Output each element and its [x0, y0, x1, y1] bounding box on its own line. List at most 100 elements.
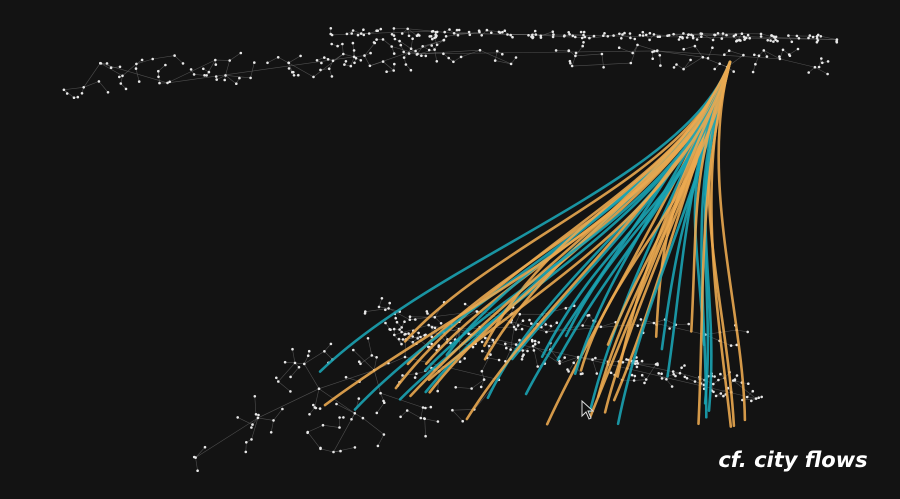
network-node [678, 371, 682, 375]
network-node [612, 34, 615, 37]
network-edge [634, 379, 647, 381]
network-node [759, 35, 763, 38]
network-node [680, 366, 683, 370]
network-node [711, 46, 714, 49]
network-node [124, 87, 128, 91]
network-node [357, 397, 361, 400]
network-edge [307, 431, 321, 450]
network-node [776, 39, 779, 43]
network-node [289, 390, 292, 393]
network-node [725, 33, 728, 37]
network-edge [495, 60, 512, 65]
network-node [757, 396, 760, 400]
network-node [392, 27, 396, 30]
network-node [326, 58, 330, 61]
network-node [815, 37, 819, 40]
network-node [735, 374, 739, 377]
network-node [395, 320, 399, 324]
network-node [740, 32, 744, 35]
network-edge [225, 60, 230, 76]
network-edge [601, 53, 604, 68]
network-edge [290, 367, 300, 378]
network-node [781, 48, 785, 52]
network-edge [453, 56, 462, 63]
network-edge [278, 362, 296, 382]
network-node [323, 350, 326, 353]
network-node [166, 81, 169, 85]
network-node [275, 376, 278, 380]
network-node [357, 360, 361, 364]
network-node [479, 385, 483, 389]
network-node [711, 38, 715, 42]
network-node [716, 32, 720, 35]
network-node [727, 49, 731, 52]
network-node [778, 57, 782, 61]
network-edge [313, 53, 344, 78]
network-node [485, 28, 489, 32]
network-node [388, 328, 391, 331]
network-node [744, 36, 748, 40]
network-node [717, 378, 720, 382]
network-node [754, 62, 757, 66]
network-node [516, 324, 520, 327]
network-edge [360, 355, 373, 364]
network-node [394, 316, 398, 320]
network-edge [683, 56, 703, 70]
network-node [140, 58, 144, 62]
network-edge [399, 40, 412, 49]
network-node [318, 407, 322, 410]
network-node [672, 373, 675, 376]
network-node [435, 60, 439, 63]
network-node [400, 326, 404, 329]
network-node [754, 397, 758, 400]
network-node [683, 364, 686, 367]
network-node [72, 96, 76, 99]
network-edge [417, 46, 423, 55]
network-edge [354, 413, 364, 419]
network-node [706, 56, 710, 60]
network-node [609, 371, 613, 375]
network-node [733, 379, 737, 382]
network-node [427, 323, 431, 327]
network-node [581, 44, 584, 48]
network-node [629, 61, 633, 65]
network-node [467, 30, 471, 34]
network-node [457, 28, 461, 32]
network-node [633, 374, 637, 378]
network-edge [83, 62, 101, 88]
network-node [658, 54, 662, 57]
network-node [582, 41, 585, 44]
network-node [381, 38, 385, 41]
network-node [564, 306, 568, 310]
network-edge [505, 343, 517, 345]
network-edge [461, 49, 481, 58]
network-node [448, 28, 451, 31]
network-edge [814, 66, 828, 75]
network-node [331, 59, 335, 63]
network-node [353, 412, 357, 415]
network-node [329, 27, 333, 30]
network-node [109, 66, 113, 69]
network-node [392, 52, 396, 55]
network-node [403, 320, 406, 324]
network-node [341, 42, 344, 46]
network-node [788, 54, 792, 57]
network-node [634, 362, 637, 366]
network-node [667, 34, 671, 37]
network-node [414, 318, 417, 321]
network-node [315, 59, 319, 62]
network-node [359, 362, 362, 366]
network-node [487, 344, 491, 348]
network-node [384, 308, 387, 312]
network-node [393, 62, 396, 66]
network-edge [382, 39, 392, 47]
network-node [713, 375, 716, 378]
network-node [621, 33, 624, 36]
network-edge [540, 31, 553, 37]
network-node [299, 54, 302, 58]
network-node [751, 70, 755, 74]
network-edge [422, 39, 444, 47]
network-node [164, 63, 167, 67]
network-edge [195, 457, 198, 471]
